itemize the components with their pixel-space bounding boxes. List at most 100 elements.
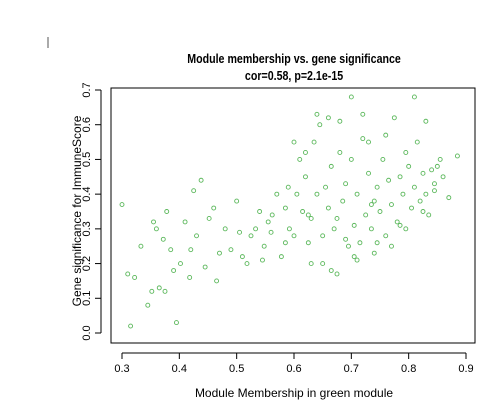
data-point [328,268,334,273]
data-point [337,150,343,155]
data-point [305,212,311,218]
data-point [211,205,217,211]
data-point [434,163,440,169]
data-point [160,236,166,242]
data-point [343,181,349,187]
data-point [366,170,371,176]
data-point [303,174,308,180]
data-point [286,226,292,232]
data-point [360,136,366,142]
data-point [389,243,394,249]
y-axis: 0.0 0.1 0.2 0.3 0.4 0.5 0.6 0.7 [81,82,102,341]
data-point [351,222,357,228]
data-point [294,191,300,197]
y-tick-label: 0.6 [81,117,93,132]
x-tick-label: 0.6 [286,363,301,375]
data-point [217,250,222,256]
data-point [389,202,394,208]
data-point [206,215,212,221]
data-point [383,233,389,239]
data-point [331,226,337,232]
data-point [432,188,437,194]
data-point [222,226,228,232]
data-point [409,205,414,211]
data-point [343,236,349,242]
data-point [285,184,291,190]
y-tick-label: 0.0 [81,325,93,340]
data-point [426,212,432,218]
data-point [282,240,288,246]
data-point [308,215,314,221]
data-point [371,198,377,204]
x-tick-label: 0.8 [401,363,416,375]
data-point [323,184,328,190]
data-point [360,111,366,117]
data-points [119,94,460,329]
data-point [423,191,429,197]
data-point [423,118,429,124]
data-point [411,94,417,100]
data-point [383,132,389,138]
data-point [168,247,174,253]
data-point [354,191,360,197]
data-point [417,198,423,204]
data-point [363,212,369,218]
data-point [260,257,265,263]
plot-area [110,87,476,344]
data-point [282,205,288,211]
data-point [397,174,403,180]
data-point [187,275,193,280]
data-point [171,268,177,273]
data-point [374,184,380,190]
y-tick-label: 0.5 [81,152,93,167]
data-point [119,202,125,208]
data-point [198,177,204,183]
data-point [253,226,259,232]
data-point [348,156,354,162]
x-tick-label: 0.9 [458,363,473,375]
data-point [432,181,437,187]
data-point [162,288,168,294]
data-point [248,233,254,239]
data-point [300,209,306,214]
data-point [178,261,183,267]
data-point [334,215,340,221]
data-point [174,320,179,326]
data-point [437,156,443,162]
data-point [274,191,280,197]
y-tick-label: 0.2 [81,256,93,271]
data-point [351,254,357,260]
data-point [420,170,426,176]
data-point [357,240,363,246]
data-point [368,226,374,232]
data-point [265,219,271,225]
data-point [138,243,144,249]
chart-title: Module membership vs. gene significance [187,51,401,66]
data-point [454,153,460,159]
data-point [314,111,320,117]
data-point [377,209,383,214]
x-tick-label: 0.4 [172,363,187,375]
data-point [244,261,250,267]
data-point [411,184,417,190]
data-point [239,254,245,260]
data-point [325,205,331,211]
data-point [153,226,159,232]
data-point [311,139,317,145]
data-point [403,226,409,232]
data-point [406,163,412,169]
data-point [164,209,170,214]
data-point [420,209,426,214]
data-point [278,254,284,260]
chart-subtitle: cor=0.58, p=2.1e-15 [245,68,344,83]
y-tick-label: 0.3 [81,221,93,236]
data-point [234,198,240,204]
data-point [414,139,420,145]
data-point [308,261,314,267]
data-point [403,150,409,155]
data-point [440,174,446,180]
data-point [257,209,263,214]
data-point [337,118,343,124]
x-tick-label: 0.3 [114,363,129,375]
